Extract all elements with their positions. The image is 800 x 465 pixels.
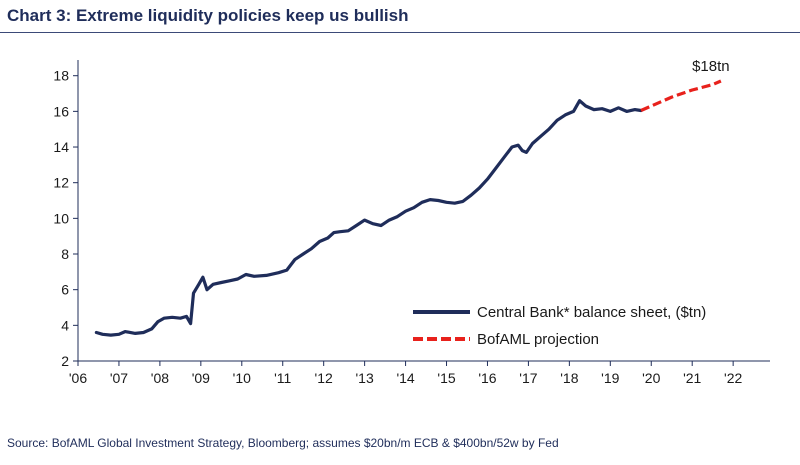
x-tick-label: '06 [69,370,87,386]
y-tick-label: 18 [53,68,69,84]
x-tick-label: '17 [519,370,537,386]
y-tick-label: 8 [61,246,69,262]
legend-label-0: Central Bank* balance sheet, ($tn) [477,304,706,321]
x-tick-label: '09 [192,370,210,386]
y-tick-label: 6 [61,282,69,298]
series-line-1 [640,79,722,112]
chart-title: Chart 3: Extreme liquidity policies keep… [7,6,409,25]
x-tick-label: '08 [151,370,169,386]
x-tick-label: '22 [724,370,742,386]
legend-label-1: BofAML projection [477,331,599,348]
x-tick-label: '12 [315,370,333,386]
x-tick-label: '10 [233,370,251,386]
x-tick-label: '18 [560,370,578,386]
annotation-label: $18tn [692,58,730,75]
x-tick-label: '20 [642,370,660,386]
x-tick-label: '13 [356,370,374,386]
title-divider [0,32,800,33]
y-tick-label: 14 [53,139,69,155]
x-tick-label: '14 [396,370,414,386]
x-tick-label: '21 [683,370,701,386]
y-tick-label: 2 [61,353,69,369]
x-tick-label: '11 [274,370,291,386]
source-note: Source: BofAML Global Investment Strateg… [7,436,559,450]
line-chart: 2 4 6 8 10 12 14 16 18 '06 '07 '08 '09 '10 '11 '12 '13 '1… [53,58,770,386]
y-tick-label: 4 [61,317,69,333]
x-tick-label: '19 [601,370,619,386]
x-tick-label: '15 [437,370,455,386]
x-tick-label: '07 [110,370,128,386]
y-tick-label: 16 [53,103,69,119]
series-line-0 [94,99,643,337]
x-tick-label: '16 [478,370,496,386]
y-tick-label: 12 [53,175,69,191]
y-tick-label: 10 [53,210,69,226]
